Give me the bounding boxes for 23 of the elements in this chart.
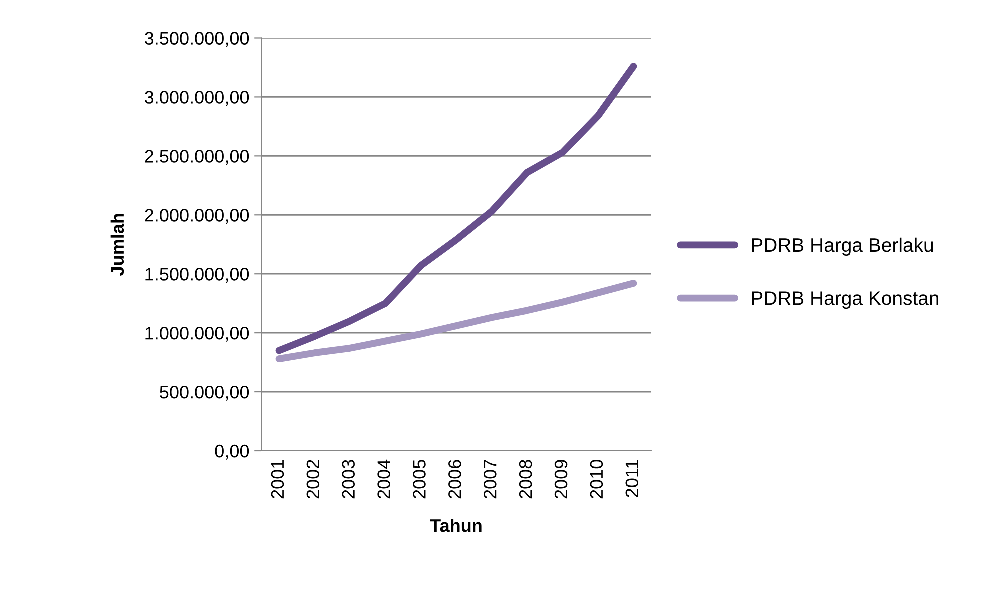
y-tick-label: 1.500.000,00	[146, 268, 250, 283]
x-tick-label: 2004	[378, 460, 390, 499]
y-tick-label: 3.000.000,00	[145, 91, 250, 106]
x-axis-title: Tahun	[430, 518, 482, 532]
x-tick-label: 2003	[342, 460, 356, 499]
x-tick-label: 2007	[484, 460, 497, 499]
legend-label: PDRB Harga Berlaku	[752, 238, 934, 256]
y-axis-title: Jumlah	[110, 214, 124, 276]
y-tick-label: 500.000,00	[160, 386, 250, 401]
x-tick-label: 2002	[306, 460, 320, 499]
y-tick-label: 2.000.000,00	[145, 209, 250, 224]
x-tick-label: 2005	[413, 460, 426, 499]
x-tick-label: 2009	[554, 460, 568, 499]
x-tick-label: 2001	[271, 460, 284, 499]
x-tick-label: 2006	[448, 460, 462, 499]
x-tick-label: 2010	[590, 460, 604, 499]
y-tick-label: 0,00	[215, 444, 250, 460]
y-tick-label: 3.500.000,00	[145, 32, 250, 48]
legend-label: PDRB Harga Konstan	[752, 292, 938, 310]
x-tick-label: 2011	[626, 460, 639, 498]
x-tick-label: 2008	[519, 460, 532, 499]
y-tick-label: 2.500.000,00	[145, 150, 250, 166]
y-tick-label: 1.000.000,00	[146, 327, 250, 342]
